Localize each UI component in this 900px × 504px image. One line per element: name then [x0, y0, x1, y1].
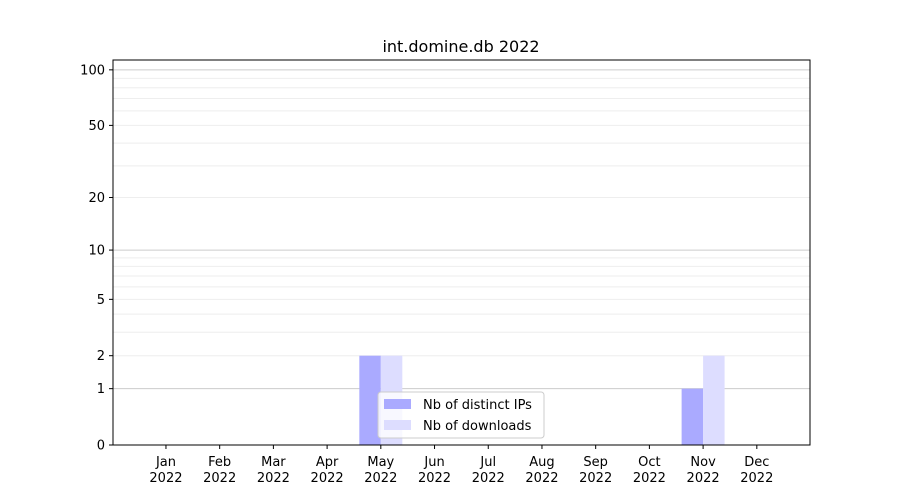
bar-distinct-ips	[359, 355, 381, 445]
x-tick-label: Dec 2022	[740, 455, 773, 486]
legend-box	[377, 391, 545, 439]
y-tick-label: 1	[97, 382, 105, 397]
bar-downloads	[703, 355, 725, 445]
axes-frame	[112, 59, 811, 446]
legend-label: Nb of distinct IPs	[423, 398, 532, 413]
x-tick-label: Jun 2022	[418, 455, 451, 486]
y-tick-label: 2	[97, 349, 105, 364]
x-tick-label: Oct 2022	[633, 455, 666, 486]
x-tick-label: May 2022	[364, 455, 397, 486]
x-tick-label: Sep 2022	[579, 455, 612, 486]
x-axis: Jan 2022 Feb 2022 Mar 2022 Apr 2022 May 2022 Jun 20…	[149, 445, 773, 486]
y-tick-label: 0	[97, 439, 105, 454]
y-tick-label: 100	[80, 63, 105, 78]
bars	[359, 355, 725, 445]
y-tick-label: 20	[88, 191, 105, 206]
x-tick-label: Nov 2022	[687, 455, 720, 486]
x-tick-label: Feb 2022	[203, 455, 236, 486]
legend: Nb of distinct IPs Nb of downloads	[377, 391, 545, 439]
chart-title: int.domine.db 2022	[382, 37, 539, 56]
gridlines	[113, 69, 810, 390]
legend-label: Nb of downloads	[423, 419, 532, 434]
y-axis: 0 1 2 5 10 20 50 100	[80, 63, 113, 454]
legend-swatch	[384, 399, 411, 409]
y-tick-label: 5	[97, 293, 105, 308]
x-tick-label: Mar 2022	[257, 455, 290, 486]
y-tick-label: 10	[88, 244, 105, 259]
legend-swatch	[384, 420, 411, 430]
bar-distinct-ips	[681, 388, 704, 445]
x-tick-label: Jan 2022	[149, 455, 182, 486]
x-tick-label: Jul 2022	[472, 455, 505, 486]
x-tick-label: Aug 2022	[525, 455, 558, 486]
y-tick-label: 50	[88, 119, 105, 134]
x-tick-label: Apr 2022	[311, 455, 344, 486]
